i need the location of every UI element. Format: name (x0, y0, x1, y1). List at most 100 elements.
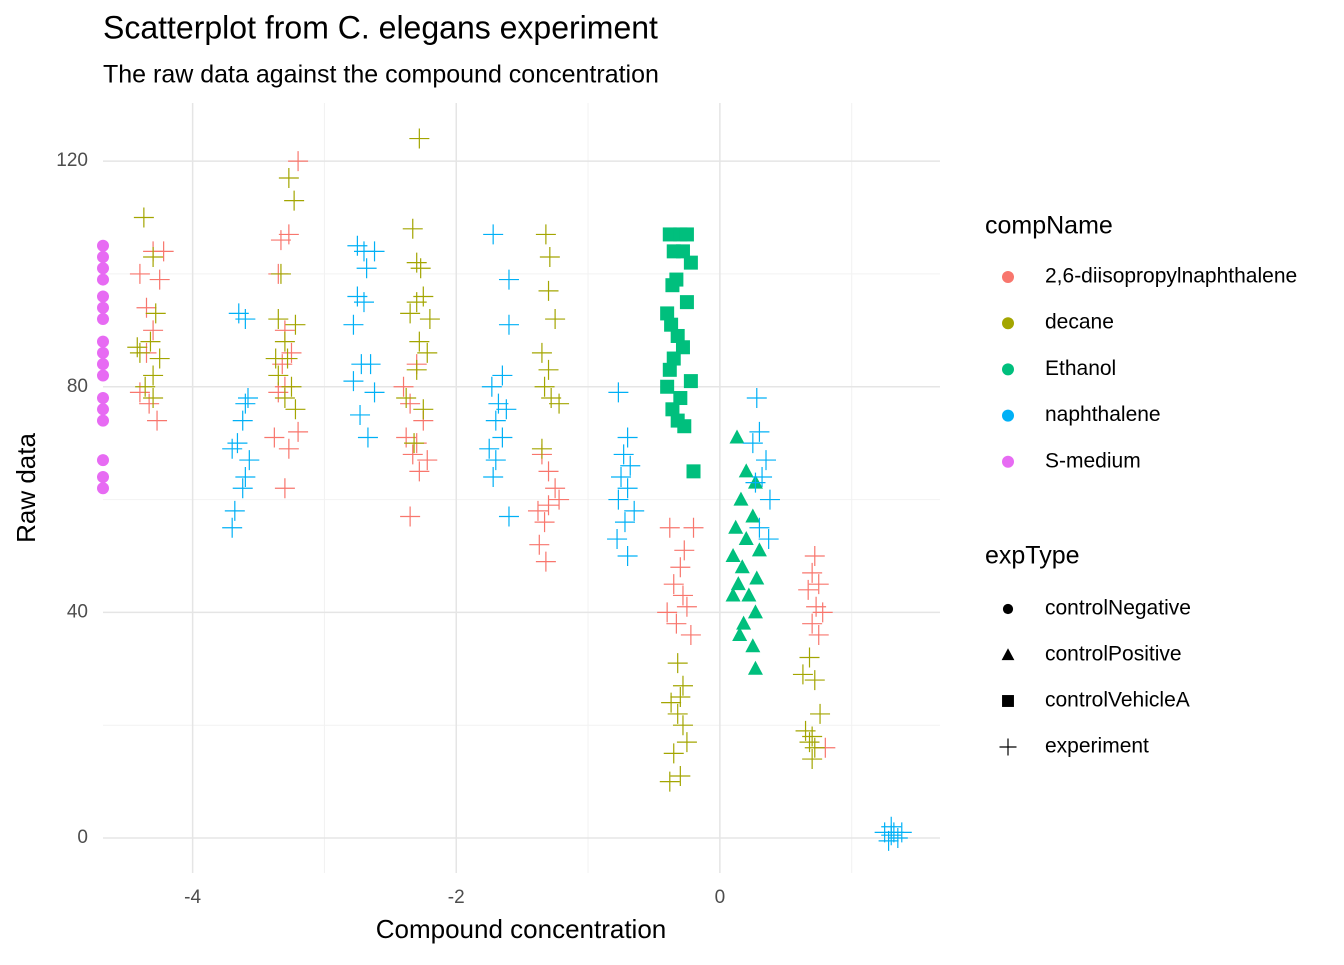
point (802, 613, 823, 634)
point (617, 478, 638, 499)
point (288, 151, 309, 172)
point (235, 309, 256, 330)
point (527, 500, 548, 521)
legend-label: controlPositive (1045, 643, 1182, 666)
point (660, 379, 675, 394)
point (804, 737, 825, 758)
point (281, 342, 302, 363)
point (406, 359, 427, 380)
y-tick-label: 80 (67, 376, 88, 397)
point (129, 263, 150, 284)
legend-title: expType (985, 542, 1080, 570)
point (364, 382, 385, 403)
point (657, 602, 678, 623)
point (232, 478, 253, 499)
point (364, 241, 385, 262)
legend-swatch (1002, 271, 1014, 283)
point (97, 346, 109, 359)
x-axis-label: Compound concentration (376, 914, 667, 944)
point (747, 660, 763, 675)
point (608, 382, 629, 403)
point (492, 427, 513, 448)
point (751, 542, 767, 557)
point (419, 309, 440, 330)
point (683, 255, 698, 270)
point (670, 765, 691, 786)
point (676, 596, 697, 617)
point (485, 410, 506, 431)
point (672, 715, 693, 736)
point (673, 391, 688, 406)
point (274, 388, 295, 409)
point (97, 471, 109, 483)
y-tick-label: 40 (67, 601, 88, 622)
point (222, 517, 243, 538)
point (409, 128, 430, 149)
point (483, 467, 504, 487)
point (666, 351, 681, 366)
point (402, 218, 423, 239)
point (149, 269, 170, 290)
y-axis-label: Raw data (11, 433, 41, 543)
point (608, 489, 629, 510)
point (738, 531, 754, 546)
point (400, 506, 421, 527)
point (409, 461, 430, 482)
point (745, 508, 761, 523)
point (531, 438, 552, 459)
point (343, 371, 364, 392)
point (663, 574, 684, 595)
point (792, 664, 813, 685)
point (878, 830, 899, 851)
point (659, 771, 680, 792)
point (665, 278, 680, 293)
point (664, 317, 679, 332)
point (343, 314, 364, 335)
point (417, 342, 438, 363)
point (725, 587, 741, 602)
point (611, 467, 632, 487)
point (97, 301, 109, 314)
point (539, 247, 560, 267)
point (413, 399, 434, 420)
legend-swatch (999, 738, 1017, 756)
legend-title: compName (985, 212, 1113, 240)
point (804, 670, 825, 691)
legend-label: naphthalene (1045, 403, 1161, 426)
point (732, 626, 748, 641)
point (620, 455, 641, 476)
point (531, 342, 552, 363)
point (396, 388, 417, 409)
point (353, 292, 374, 313)
point (143, 320, 164, 341)
point (410, 258, 431, 279)
point (139, 393, 160, 414)
point (676, 732, 697, 753)
point (496, 399, 517, 420)
point (607, 529, 628, 550)
point (679, 227, 694, 242)
point (232, 410, 253, 431)
point (729, 429, 745, 444)
point (670, 557, 691, 578)
point (268, 365, 289, 386)
point (670, 328, 685, 343)
point (749, 517, 770, 538)
x-tick-label: -2 (448, 887, 465, 908)
point (284, 190, 305, 211)
point (535, 224, 556, 245)
legend-swatch (1002, 695, 1014, 707)
point (667, 653, 688, 674)
y-tick-label: 120 (56, 150, 88, 171)
point (278, 224, 299, 245)
point (485, 450, 506, 471)
point (614, 512, 635, 533)
point (97, 414, 109, 427)
point (808, 574, 829, 595)
point (660, 306, 675, 321)
point (613, 444, 634, 465)
legend-label: decane (1045, 311, 1114, 334)
point (400, 303, 421, 324)
point (417, 450, 438, 471)
point (804, 545, 825, 566)
